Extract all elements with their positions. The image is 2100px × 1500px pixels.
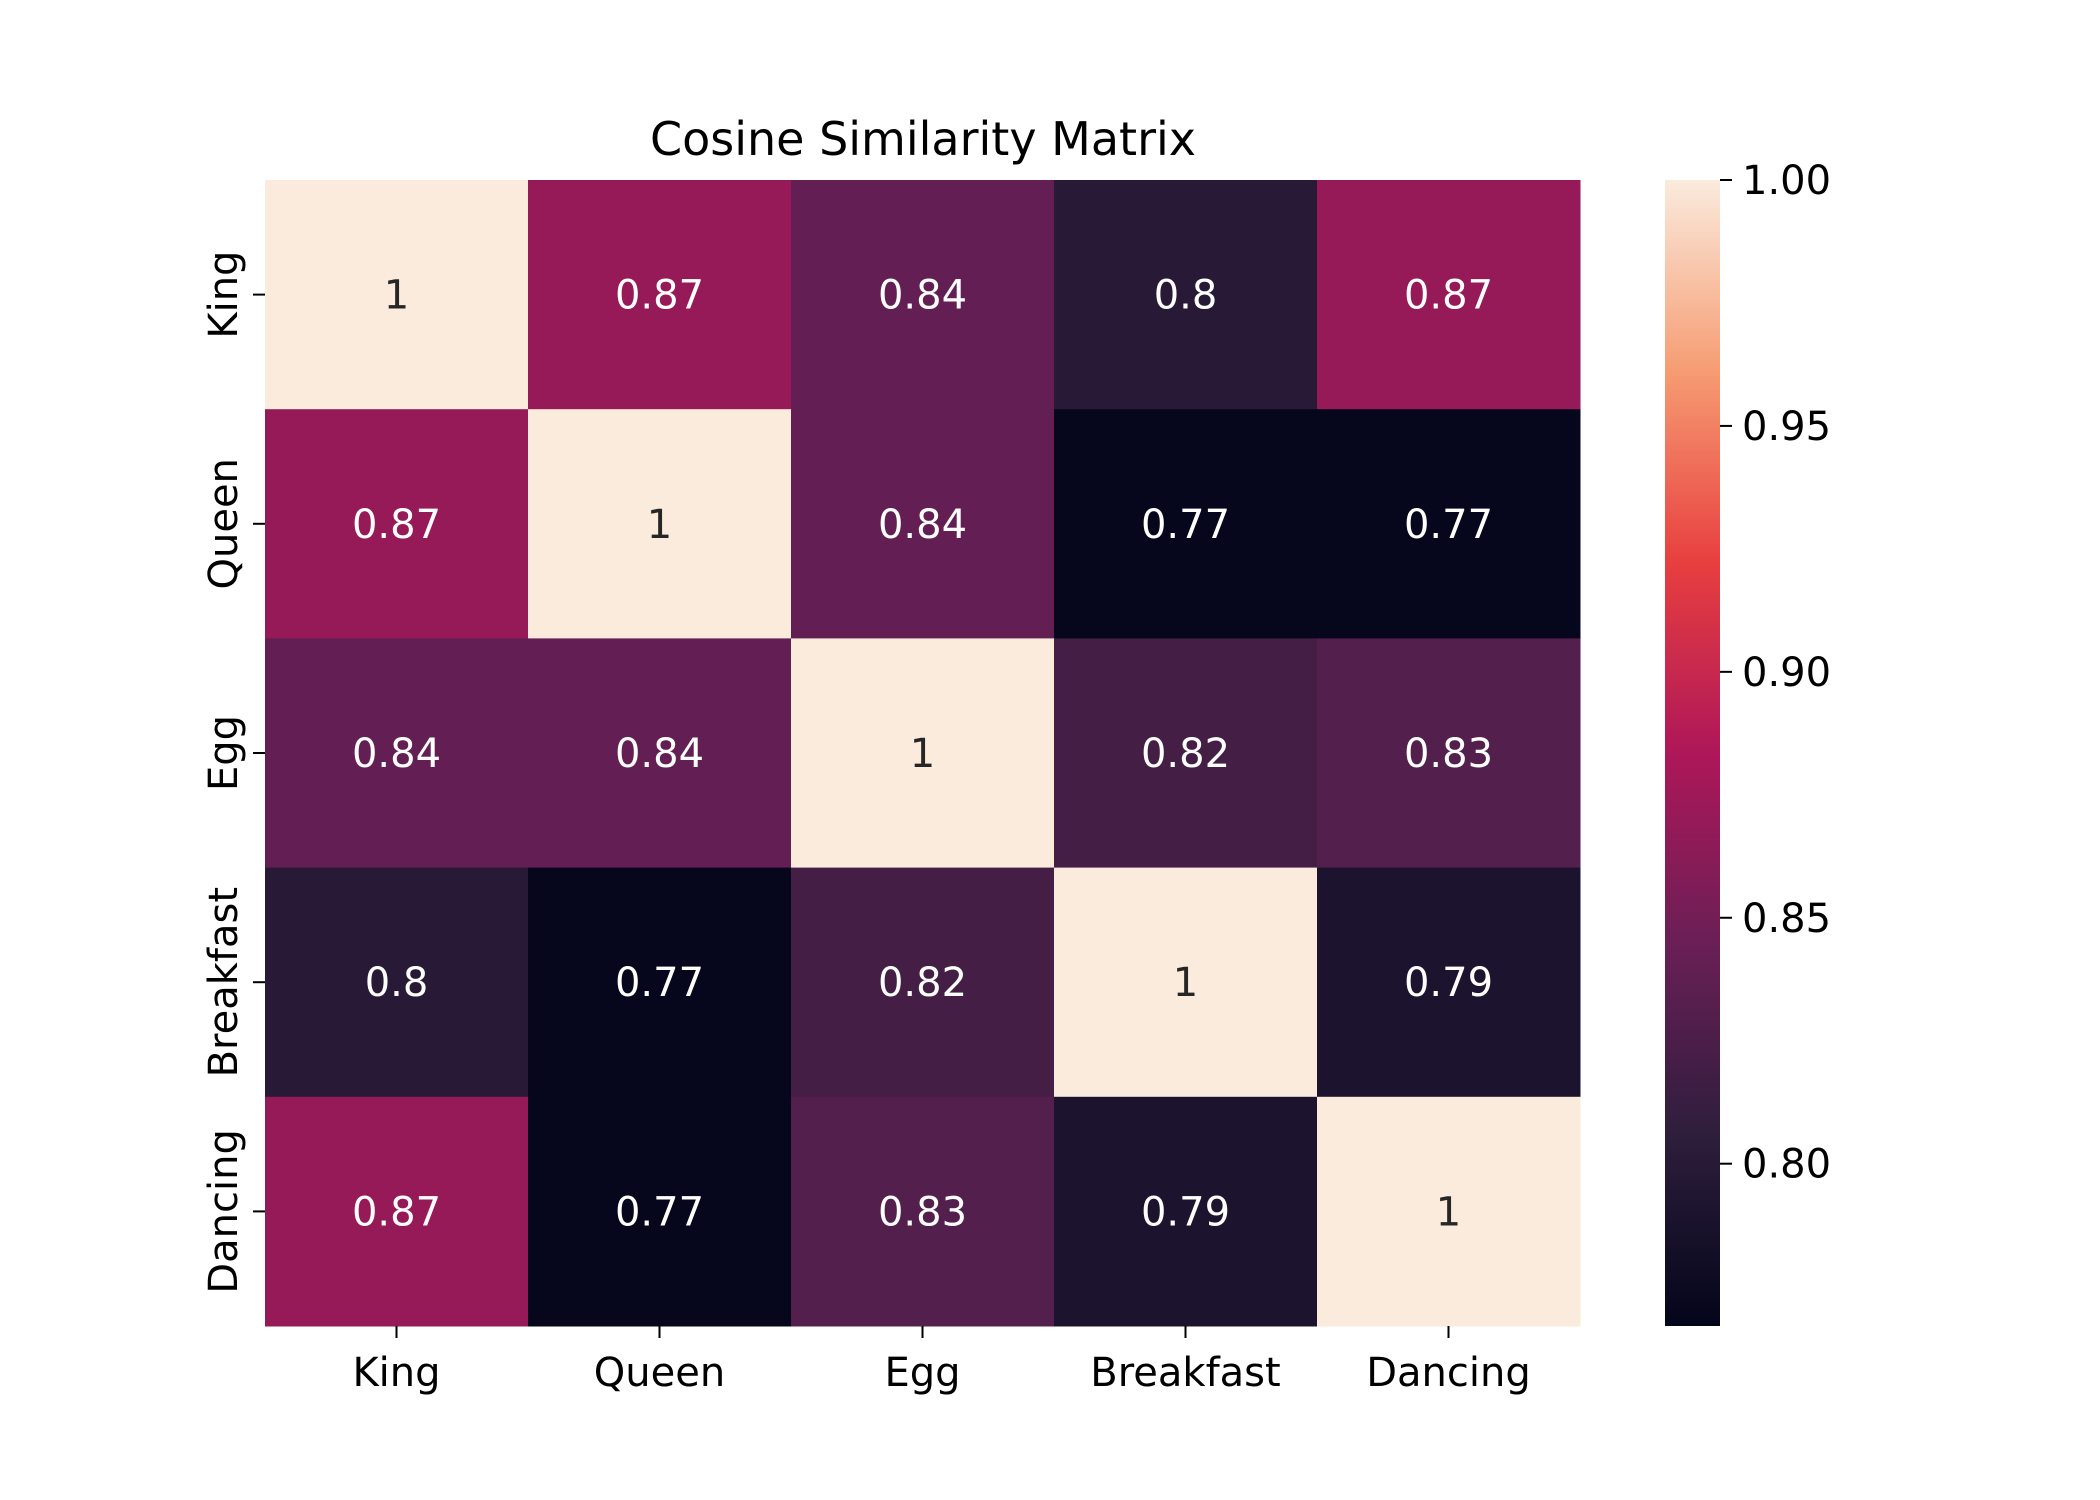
cell-annotation-2-2: 1 bbox=[910, 731, 935, 777]
heatmap-cell-4-0 bbox=[265, 1096, 529, 1327]
heatmap-cell-2-4 bbox=[1317, 638, 1581, 869]
cell-annotation-0-1: 0.87 bbox=[615, 273, 704, 319]
cell-annotation-1-3: 0.77 bbox=[1141, 502, 1230, 548]
colorbar-tick-label: 0.95 bbox=[1742, 404, 1831, 450]
cell-annotation-3-3: 1 bbox=[1173, 960, 1198, 1006]
heatmap-cell-0-0 bbox=[265, 180, 529, 410]
cell-annotation-1-2: 0.84 bbox=[878, 502, 967, 548]
heatmap-cell-0-2 bbox=[791, 180, 1055, 410]
heatmap-cell-4-4 bbox=[1317, 1096, 1581, 1327]
cell-annotation-3-1: 0.77 bbox=[615, 960, 704, 1006]
cell-annotation-2-1: 0.84 bbox=[615, 731, 704, 777]
heatmap-cell-2-0 bbox=[265, 638, 529, 869]
heatmap-cell-0-4 bbox=[1317, 180, 1581, 410]
cell-annotation-2-4: 0.83 bbox=[1404, 731, 1493, 777]
colorbar-gradient bbox=[1665, 180, 1720, 1326]
cell-annotation-0-4: 0.87 bbox=[1404, 273, 1493, 319]
colorbar-tick-label: 1.00 bbox=[1742, 158, 1831, 204]
x-tick-label: Queen bbox=[594, 1350, 725, 1396]
colorbar: 1.00 0.95 0.90 0.85 0.80 bbox=[1665, 158, 1831, 1326]
y-tick-label: Egg bbox=[201, 715, 247, 791]
y-axis: King Queen Egg Breakfast Dancing bbox=[201, 251, 265, 1294]
chart-title: Cosine Similarity Matrix bbox=[650, 112, 1196, 166]
y-tick-label: Queen bbox=[201, 458, 247, 589]
heatmap-cell-1-0 bbox=[265, 409, 529, 639]
cell-annotation-2-0: 0.84 bbox=[352, 731, 441, 777]
cell-annotation-1-4: 0.77 bbox=[1404, 502, 1493, 548]
cell-annotation-1-1: 1 bbox=[647, 502, 672, 548]
cell-annotation-3-0: 0.8 bbox=[365, 960, 429, 1006]
colorbar-tick-label: 0.80 bbox=[1742, 1142, 1831, 1188]
cell-annotation-1-0: 0.87 bbox=[352, 502, 441, 548]
cell-annotation-4-4: 1 bbox=[1436, 1189, 1461, 1235]
heatmap-cell-3-4 bbox=[1317, 867, 1581, 1098]
heatmap-cell-3-0 bbox=[265, 867, 529, 1098]
heatmap-cell-2-2 bbox=[791, 638, 1055, 869]
heatmap-cell-1-1 bbox=[528, 409, 792, 639]
cell-annotation-4-2: 0.83 bbox=[878, 1189, 967, 1235]
y-tick-label: King bbox=[201, 251, 247, 339]
heatmap-cell-1-4 bbox=[1317, 409, 1581, 639]
heatmap-cell-1-2 bbox=[791, 409, 1055, 639]
y-tick-label: Dancing bbox=[201, 1129, 247, 1294]
heatmap-cell-2-3 bbox=[1054, 638, 1318, 869]
x-axis: King Queen Egg Breakfast Dancing bbox=[352, 1326, 1531, 1396]
x-tick-label: Dancing bbox=[1366, 1350, 1531, 1396]
heatmap-cell-0-3 bbox=[1054, 180, 1318, 410]
heatmap-cell-3-3 bbox=[1054, 867, 1318, 1098]
cell-annotation-2-3: 0.82 bbox=[1141, 731, 1230, 777]
colorbar-tick-label: 0.85 bbox=[1742, 896, 1831, 942]
cell-annotation-0-2: 0.84 bbox=[878, 273, 967, 319]
x-tick-label: King bbox=[352, 1350, 440, 1396]
cell-annotation-4-0: 0.87 bbox=[352, 1189, 441, 1235]
colorbar-tick-label: 0.90 bbox=[1742, 650, 1831, 696]
cell-annotation-0-3: 0.8 bbox=[1154, 273, 1218, 319]
heatmap-cell-3-2 bbox=[791, 867, 1055, 1098]
heatmap-cell-4-3 bbox=[1054, 1096, 1318, 1327]
cell-annotation-0-0: 1 bbox=[384, 273, 409, 319]
heatmap-cell-0-1 bbox=[528, 180, 792, 410]
heatmap-cells: 1 0.87 0.84 0.8 0.87 0.87 1 0.84 0.77 0.77 0.84 0.8… bbox=[265, 180, 1581, 1327]
x-tick-label: Egg bbox=[884, 1350, 960, 1396]
cell-annotation-4-1: 0.77 bbox=[615, 1189, 704, 1235]
cell-annotation-4-3: 0.79 bbox=[1141, 1189, 1230, 1235]
heatmap-cell-3-1 bbox=[528, 867, 792, 1098]
heatmap-cell-2-1 bbox=[528, 638, 792, 869]
heatmap-cell-4-1 bbox=[528, 1096, 792, 1327]
heatmap-cell-1-3 bbox=[1054, 409, 1318, 639]
cell-annotation-3-2: 0.82 bbox=[878, 960, 967, 1006]
cell-annotation-3-4: 0.79 bbox=[1404, 960, 1493, 1006]
heatmap-cell-4-2 bbox=[791, 1096, 1055, 1327]
x-tick-label: Breakfast bbox=[1090, 1350, 1280, 1396]
y-tick-label: Breakfast bbox=[201, 887, 247, 1077]
